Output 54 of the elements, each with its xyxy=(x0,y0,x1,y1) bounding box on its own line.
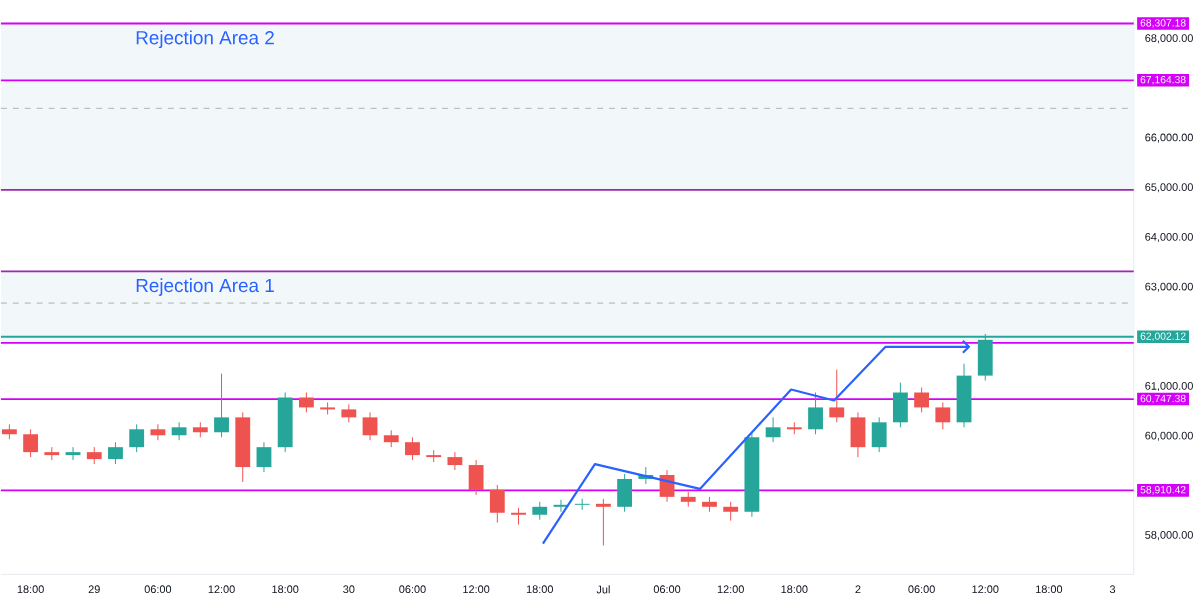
candlestick xyxy=(935,401,951,430)
y-tick-label: 60,000.00 xyxy=(1145,431,1193,441)
x-tick-label: 18:00 xyxy=(526,585,553,594)
y-tick-label: 65,000.00 xyxy=(1145,183,1193,193)
candlestick xyxy=(595,498,611,546)
candlestick xyxy=(808,391,823,435)
y-tick-label: 68,000.00 xyxy=(1145,34,1193,44)
x-tick-label: 12:00 xyxy=(717,585,744,594)
x-tick-label: 12:00 xyxy=(463,585,490,594)
candlestick xyxy=(150,423,166,441)
candlestick xyxy=(362,411,378,441)
candlestick xyxy=(214,373,229,438)
candlestick xyxy=(23,428,39,458)
candlestick xyxy=(256,441,272,473)
candlestick xyxy=(129,423,145,453)
y-tick-label: 58,000.00 xyxy=(1145,531,1193,541)
ref-line-label: 60,747.38 xyxy=(1140,394,1186,404)
ref-line-label: 68,307.18 xyxy=(1140,19,1186,28)
x-tick-label: 3 xyxy=(1109,585,1116,594)
x-tick-label: Jul xyxy=(596,585,610,594)
band-label: Rejection Area 1 xyxy=(136,278,274,296)
x-tick-label: 06:00 xyxy=(399,585,426,594)
candlestick xyxy=(489,484,505,524)
x-tick-label: 18:00 xyxy=(1036,585,1063,594)
x-tick-label: 12:00 xyxy=(972,585,999,594)
x-tick-label: 06:00 xyxy=(653,585,681,594)
candlestick xyxy=(765,416,781,443)
y-tick-label: 64,000.00 xyxy=(1145,232,1193,242)
candlestick xyxy=(65,446,81,461)
x-tick-label: 06:00 xyxy=(144,585,172,594)
x-tick-label: 29 xyxy=(88,585,100,594)
y-tick-label: 61,000.00 xyxy=(1145,381,1193,392)
x-tick-label: 2 xyxy=(855,585,861,593)
x-tick-label: 18:00 xyxy=(781,585,808,594)
x-tick-label: 06:00 xyxy=(908,585,935,594)
candlestick xyxy=(723,501,739,522)
y-tick-label: 66,000.00 xyxy=(1145,133,1193,143)
candlestick xyxy=(108,441,123,465)
candlestick xyxy=(171,421,187,441)
x-tick-label: 18:00 xyxy=(272,585,299,594)
candlestick xyxy=(914,386,930,413)
candlestick xyxy=(405,436,420,461)
ref-line-label: 58,910.42 xyxy=(1140,486,1186,495)
ref-line-label: 62,002.12 xyxy=(1140,332,1186,341)
candlestick xyxy=(829,369,845,423)
band-label: Rejection Area 2 xyxy=(136,30,274,49)
candlestick xyxy=(447,451,463,471)
x-tick-label: 30 xyxy=(343,585,355,594)
x-tick-label: 12:00 xyxy=(208,585,235,594)
ref-line-label: 67,164.38 xyxy=(1140,75,1186,85)
candlestick xyxy=(298,391,314,413)
x-tick-label: 18:00 xyxy=(17,585,44,594)
y-tick-label: 63,000.00 xyxy=(1145,282,1193,292)
candlestick xyxy=(574,498,590,511)
